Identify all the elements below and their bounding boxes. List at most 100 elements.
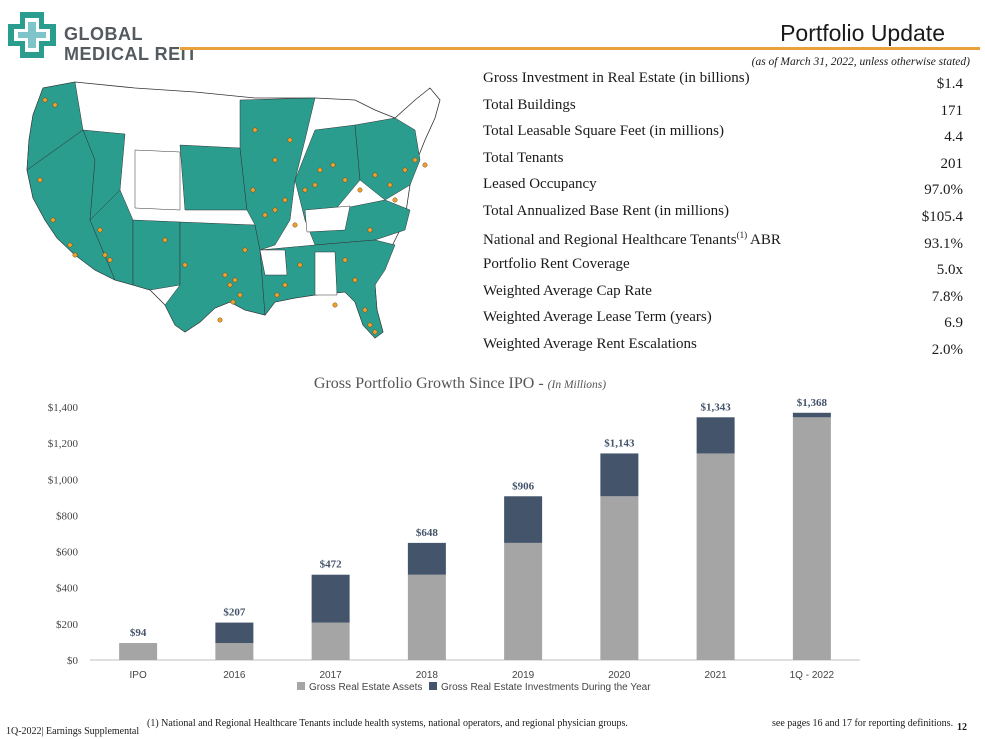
y-tick-label: $200 [56,619,79,631]
bar-total-label: $1,343 [701,401,732,413]
stat-row: Total Buildings 171 [483,91,964,119]
bar-investments-during-year [215,622,254,644]
bar-investments-during-year [504,496,543,543]
stat-label: Leased Occupancy [483,176,597,193]
stat-label: Total Buildings [483,96,576,113]
stat-value: 6.9 [944,315,963,332]
page-title: Portfolio Update [780,20,945,46]
stat-label: Total Leasable Square Feet (in millions) [483,123,724,140]
y-tick-label: $0 [67,655,79,667]
stat-value: 93.1% [924,235,963,252]
x-tick-label: 2019 [512,670,535,681]
stat-value: $1.4 [936,76,963,92]
company-logo: GLOBAL MEDICAL REIT [6,10,246,64]
bar-gross-assets [600,496,639,660]
bar-investments-during-year [696,417,735,454]
bar-gross-assets [792,417,831,660]
state-plains [179,144,248,211]
portfolio-stats-table: Gross Investment in Real Estate (in bill… [483,64,964,358]
y-tick-label: $1,400 [48,402,79,414]
chart-x-axis: IPO 2016 2017 2018 2019 2020 2021 1Q - 2022 [130,670,835,681]
logo-line-1: GLOBAL [64,24,143,44]
stat-label: Total Tenants [483,149,564,166]
logo-line-2: MEDICAL REIT [64,44,198,64]
us-portfolio-map [26,81,441,339]
footnote-marker: (1) [736,229,748,240]
stat-label: Gross Investment in Real Estate (in bill… [483,70,750,86]
bar-investments-during-year [792,412,831,418]
stat-row: Leased Occupancy 97.0% [483,170,963,199]
stat-value: 4.4 [944,129,963,146]
state-texas-oklahoma [164,221,266,333]
chart-title-note: (In Millions) [548,379,607,391]
page-subtitle: (as of March 31, 2022, unless otherwise … [751,56,970,68]
stat-label: Portfolio Rent Coverage [483,256,630,273]
stat-row: Gross Investment in Real Estate (in bill… [483,64,963,92]
portfolio-growth-chart: Gross Portfolio Growth Since IPO - (In M… [48,375,860,693]
bar-gross-assets [311,622,350,660]
chart-title-main: Gross Portfolio Growth Since IPO - [314,375,548,392]
chart-bars: $94 $207 $472 $648 $906 $1,143 $1,343 $1,368 [119,397,831,660]
y-tick-label: $800 [56,510,79,522]
bar-total-label: $94 [130,627,147,639]
stat-value: $105.4 [921,208,963,225]
stat-value: 97.0% [924,182,963,199]
stat-value: 171 [940,102,964,119]
stat-label-text: National and Regional Healthcare Tenants [483,231,737,248]
bar-investments-during-year [600,453,639,497]
state-alabama [314,251,338,296]
stat-label: Weighted Average Lease Term (years) [483,309,712,326]
stat-row: Weighted Average Rent Escalations 2.0% [483,330,963,358]
bar-total-label: $906 [512,480,535,492]
footnote: (1) National and Regional Healthcare Ten… [147,718,628,729]
state-new-mexico [132,219,181,291]
stat-row: Total Annualized Base Rent (in millions)… [483,197,963,225]
bar-gross-assets [215,643,254,660]
header-divider [180,47,980,50]
legend-label: Gross Real Estate Investments During the… [441,682,651,693]
stat-value: 201 [940,155,964,172]
page-number: 12 [957,722,967,733]
chart-title: Gross Portfolio Growth Since IPO - (In M… [314,375,606,392]
stat-row: Weighted Average Cap Rate 7.8% [483,277,963,305]
x-tick-label: 2020 [608,670,631,681]
stat-label: Weighted Average Rent Escalations [483,335,697,352]
logo-cross-icon [8,12,56,58]
stat-row: Weighted Average Lease Term (years) 6.9 [483,303,963,332]
stat-row: National and Regional Healthcare Tenants… [483,224,963,252]
y-tick-label: $1,000 [48,474,79,486]
footer-reference: see pages 16 and 17 for reporting defini… [772,718,954,729]
bar-gross-assets [696,453,735,660]
bar-total-label: $648 [416,527,439,539]
state-arkansas [259,249,288,276]
x-tick-label: 2017 [320,670,343,681]
legend-label: Gross Real Estate Assets [309,682,422,693]
property-markers [37,97,428,335]
state-northeast [354,117,421,201]
state-midwest [239,97,316,251]
x-tick-label: 2016 [223,670,246,681]
x-tick-label: 2018 [416,670,439,681]
stat-value: 7.8% [931,288,963,305]
x-tick-label: IPO [130,670,147,681]
y-tick-label: $1,200 [48,438,79,450]
stat-label-suffix: ABR [747,231,781,248]
stat-label: National and Regional Healthcare Tenants… [483,230,781,249]
x-tick-label: 2021 [705,670,728,681]
legend-swatch [429,682,437,690]
bar-total-label: $207 [223,607,246,619]
stat-row: Portfolio Rent Coverage 5.0x [483,250,963,278]
stat-label: Weighted Average Cap Rate [483,282,652,299]
chart-legend: Gross Real Estate Assets Gross Real Estat… [297,682,651,693]
bar-gross-assets [407,574,446,660]
state-colorado-wyoming [134,149,181,211]
bar-total-label: $472 [320,559,343,571]
footer-doc-name: 1Q-2022| Earnings Supplemental [6,726,140,737]
y-tick-label: $400 [56,583,79,595]
y-tick-label: $600 [56,547,79,559]
stat-value: 2.0% [931,341,963,358]
stat-label: Total Annualized Base Rent (in millions) [483,202,729,219]
bar-gross-assets [504,542,543,660]
stat-row: Total Tenants 201 [483,144,964,172]
bar-total-label: $1,143 [604,437,635,449]
